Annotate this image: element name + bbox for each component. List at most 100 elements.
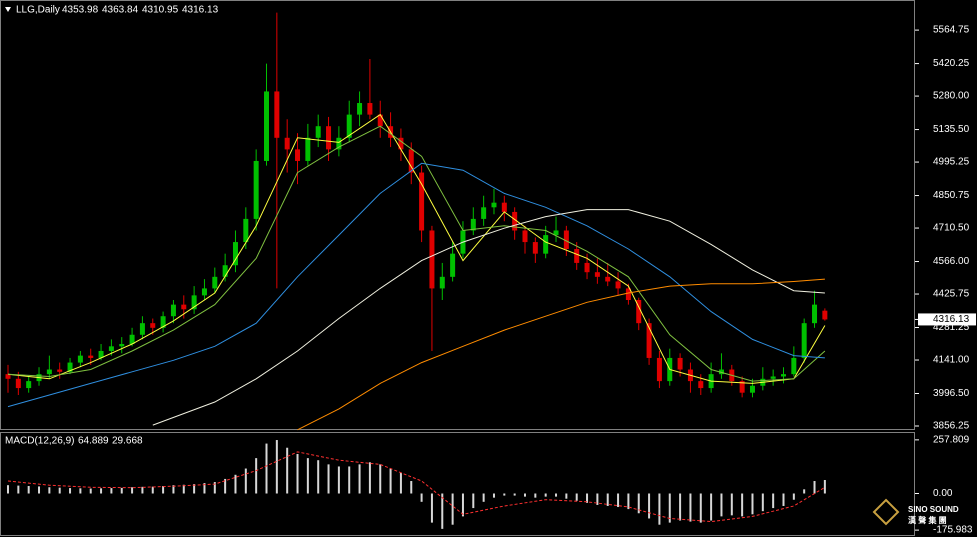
candle-body bbox=[264, 91, 269, 161]
candle-body bbox=[812, 304, 818, 324]
candle-body bbox=[129, 334, 135, 345]
candle-body bbox=[222, 265, 228, 277]
macd-bar bbox=[637, 493, 640, 514]
signal-value: 29.668 bbox=[112, 436, 143, 447]
candle-body bbox=[770, 376, 776, 379]
y-tick-label: 257.809 bbox=[933, 435, 970, 446]
macd-bar bbox=[534, 493, 537, 498]
macd-bar bbox=[627, 493, 630, 510]
candle-body bbox=[470, 218, 476, 231]
macd-bar bbox=[110, 488, 113, 494]
candle-body bbox=[357, 103, 363, 115]
candle-body bbox=[46, 369, 52, 375]
moving-average bbox=[152, 209, 825, 426]
candle-body bbox=[108, 346, 114, 351]
candle-body bbox=[201, 288, 207, 296]
macd-bar bbox=[58, 487, 61, 494]
macd-bar bbox=[823, 479, 826, 494]
candle-body bbox=[181, 304, 187, 310]
candle-body bbox=[439, 276, 445, 289]
logo-name: SINO SOUND bbox=[908, 505, 959, 514]
candle-body bbox=[429, 230, 435, 289]
macd-panel bbox=[0, 432, 915, 536]
macd-bar bbox=[555, 493, 558, 497]
candle-body bbox=[88, 355, 94, 358]
candle-body bbox=[77, 355, 83, 363]
macd-bar bbox=[679, 493, 682, 521]
candle-body bbox=[274, 91, 280, 138]
y-tick-label: 5420.25 bbox=[933, 58, 970, 69]
macd-bar bbox=[193, 484, 196, 494]
macd-bar bbox=[162, 486, 165, 494]
y-tick-label: -175.983 bbox=[933, 525, 973, 536]
macd-bar bbox=[668, 493, 671, 523]
candle-body bbox=[160, 316, 166, 328]
candle-body bbox=[57, 369, 63, 372]
macd-bar bbox=[151, 486, 154, 494]
candle-body bbox=[615, 281, 621, 289]
macd-bar bbox=[575, 493, 578, 501]
macd-bar bbox=[69, 488, 72, 494]
candle-body bbox=[749, 385, 755, 393]
candle-body bbox=[781, 374, 786, 377]
macd-bar bbox=[306, 458, 309, 494]
candle-body bbox=[553, 230, 559, 236]
y-tick-label: 0.00 bbox=[933, 488, 953, 499]
candle-body bbox=[450, 253, 456, 277]
macd-bar bbox=[482, 493, 485, 502]
macd-bar bbox=[410, 481, 413, 494]
candle-body bbox=[26, 381, 32, 389]
macd-bar bbox=[17, 485, 20, 494]
macd-bar bbox=[761, 493, 764, 512]
y-tick-label: 4566.00 bbox=[933, 256, 970, 267]
macd-bar bbox=[720, 493, 723, 517]
candle-body bbox=[150, 323, 156, 328]
macd-bar bbox=[813, 481, 816, 494]
candle-body bbox=[326, 126, 332, 150]
macd-bar bbox=[265, 443, 268, 494]
candle-body bbox=[253, 160, 259, 219]
y-tick-label: 3856.25 bbox=[933, 421, 970, 432]
candle-body bbox=[625, 288, 631, 301]
candle-body bbox=[512, 211, 518, 231]
candle-body bbox=[501, 202, 507, 212]
signal-line bbox=[7, 451, 826, 523]
macd-bar bbox=[100, 488, 103, 494]
candle-body bbox=[605, 276, 611, 282]
price-box bbox=[918, 313, 976, 326]
macd-bar bbox=[730, 493, 733, 516]
candle-body bbox=[822, 310, 828, 320]
macd-bar bbox=[38, 486, 41, 494]
candle-body bbox=[67, 362, 73, 372]
y-tick-label: 3996.50 bbox=[933, 388, 970, 399]
moving-average bbox=[7, 125, 826, 382]
candle-body bbox=[636, 300, 642, 324]
candle-body bbox=[791, 357, 797, 375]
macd-bar bbox=[472, 493, 475, 509]
candle-body bbox=[739, 381, 745, 393]
macd-bar bbox=[131, 487, 134, 494]
macd-bar bbox=[244, 468, 247, 494]
macd-bar bbox=[658, 493, 661, 525]
macd-bar bbox=[596, 493, 599, 505]
macd-bar bbox=[255, 458, 258, 494]
macd-bar bbox=[379, 464, 382, 494]
macd-bar bbox=[792, 493, 795, 500]
y-tick-label: 5280.00 bbox=[933, 91, 970, 102]
macd-bar bbox=[751, 493, 754, 515]
macd-bar bbox=[389, 468, 392, 494]
chart-title: LLG,Daily bbox=[16, 5, 60, 16]
candle-body bbox=[305, 137, 311, 161]
macd-bar bbox=[513, 493, 516, 496]
candle-body bbox=[491, 202, 497, 208]
y-tick-label: 4141.00 bbox=[933, 355, 970, 366]
macd-bar bbox=[358, 464, 361, 494]
candle-body bbox=[584, 262, 590, 273]
y-tick-label: 4425.75 bbox=[933, 289, 970, 300]
candle-body bbox=[367, 103, 373, 115]
macd-bar bbox=[441, 493, 444, 529]
macd-bar bbox=[782, 493, 785, 506]
macd-bar bbox=[182, 484, 185, 494]
